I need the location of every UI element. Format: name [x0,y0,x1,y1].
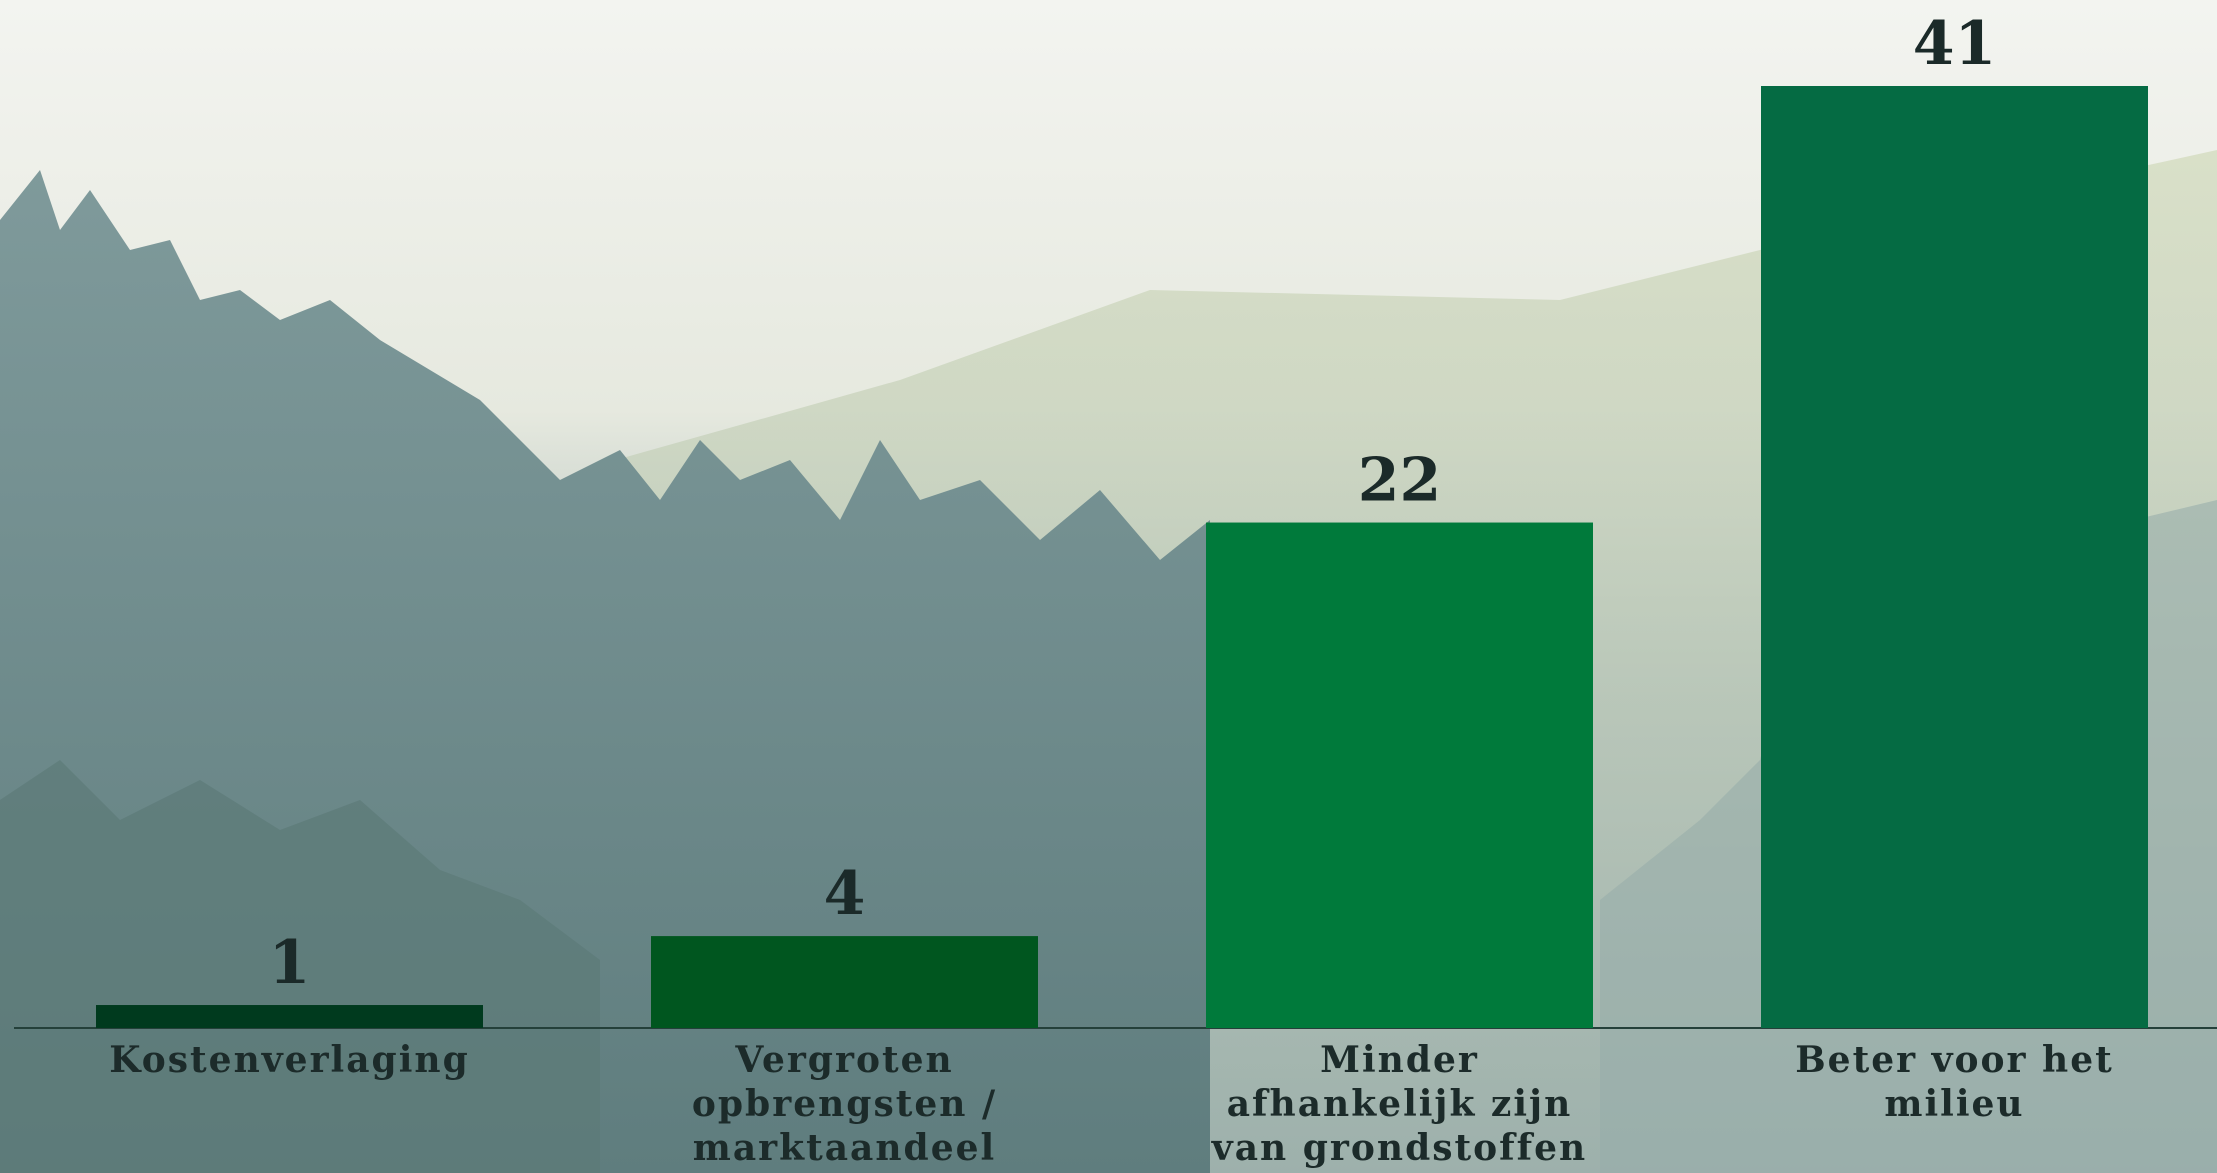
category-label: Kostenverlaging [109,1039,470,1081]
value-label: 22 [1358,446,1442,516]
value-label: 41 [1913,9,1997,79]
bar [1206,522,1593,1028]
value-label: 1 [269,928,311,998]
bar [96,1005,483,1028]
value-label: 4 [824,859,866,929]
category-label: Vergroten opbrengsten / marktaandeel [691,1039,998,1169]
forest [0,760,600,1173]
category-label: Beter voor het milieu [1795,1039,2114,1125]
bar [651,936,1038,1028]
bar [1761,86,2148,1028]
category-label: Minder afhankelijk zijn van grondstoffen [1211,1039,1588,1169]
